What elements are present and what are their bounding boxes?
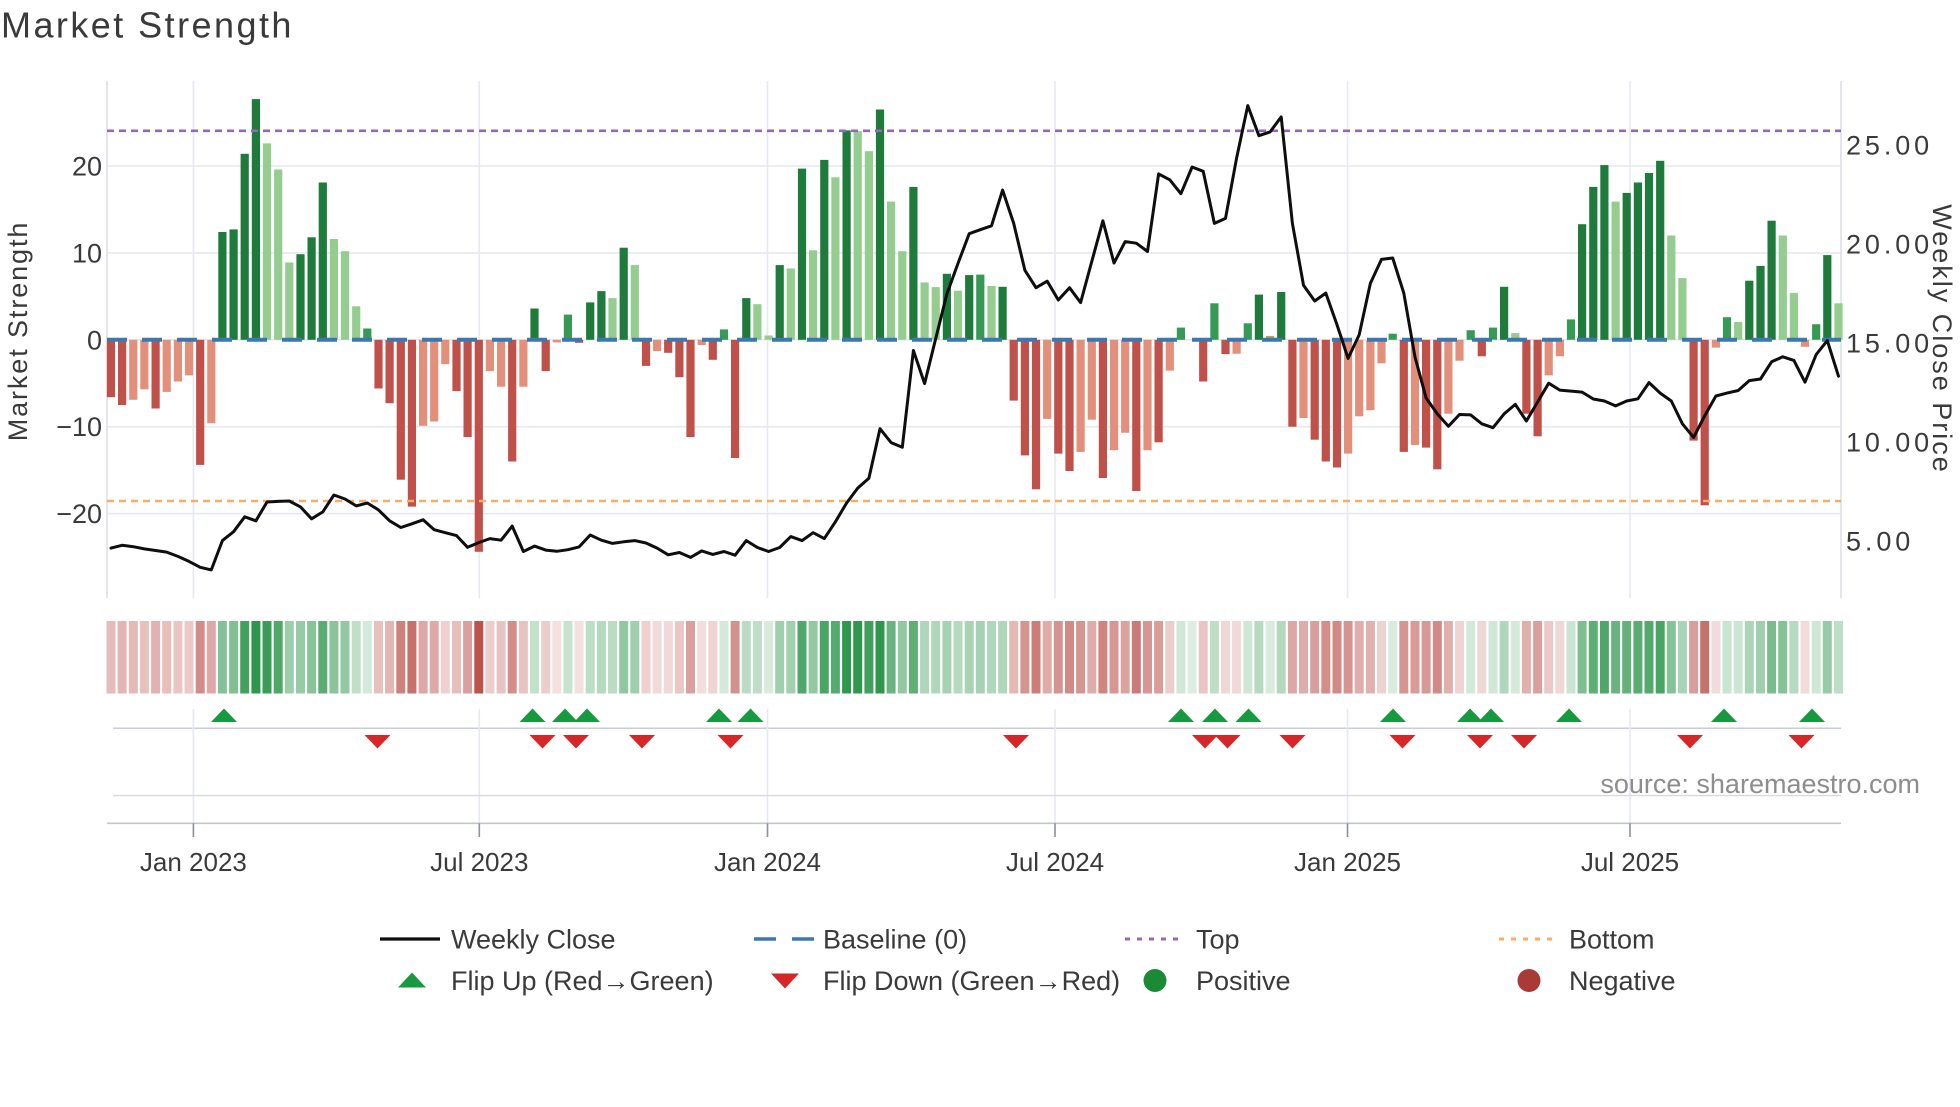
svg-text:Weekly Close Price: Weekly Close Price	[1927, 204, 1957, 474]
svg-text:Jan 2023: Jan 2023	[140, 847, 247, 877]
svg-text:Jul 2024: Jul 2024	[1006, 847, 1104, 877]
svg-text:10.00: 10.00	[1846, 428, 1933, 458]
svg-text:−20: −20	[56, 499, 102, 529]
svg-text:Flip Up (Red→Green): Flip Up (Red→Green)	[451, 966, 714, 996]
svg-text:Positive: Positive	[1196, 966, 1291, 996]
svg-text:15.00: 15.00	[1846, 329, 1933, 359]
svg-text:0: 0	[87, 325, 102, 355]
svg-text:source: sharemaestro.com: source: sharemaestro.com	[1600, 769, 1920, 799]
svg-text:Weekly Close: Weekly Close	[451, 925, 616, 955]
svg-text:Bottom: Bottom	[1569, 925, 1655, 955]
svg-text:Top: Top	[1196, 925, 1240, 955]
svg-text:Negative: Negative	[1569, 966, 1676, 996]
svg-text:5.00: 5.00	[1846, 527, 1914, 557]
svg-text:Flip Down (Green→Red): Flip Down (Green→Red)	[823, 966, 1120, 996]
svg-text:Baseline (0): Baseline (0)	[823, 925, 967, 955]
svg-text:Jul 2023: Jul 2023	[430, 847, 528, 877]
svg-text:Market Strength: Market Strength	[3, 221, 33, 442]
svg-text:−10: −10	[56, 412, 102, 442]
svg-text:25.00: 25.00	[1846, 131, 1933, 161]
svg-text:20: 20	[72, 152, 102, 182]
svg-text:Jan 2025: Jan 2025	[1294, 847, 1401, 877]
svg-text:10: 10	[72, 238, 102, 268]
svg-text:Jul 2025: Jul 2025	[1581, 847, 1679, 877]
svg-text:Market Strength: Market Strength	[1, 5, 294, 46]
svg-text:Jan 2024: Jan 2024	[714, 847, 821, 877]
svg-text:20.00: 20.00	[1846, 230, 1933, 260]
